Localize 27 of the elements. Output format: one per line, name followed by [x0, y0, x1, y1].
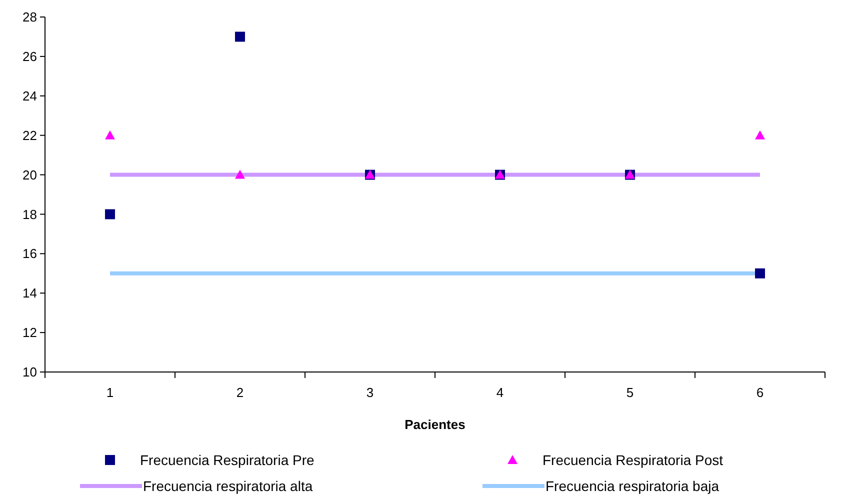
legend-label: Frecuencia Respiratoria Post — [542, 452, 724, 468]
y-tick-label: 28 — [22, 10, 37, 25]
x-tick-label: 6 — [756, 385, 764, 400]
point — [235, 170, 245, 179]
x-tick-label: 5 — [626, 385, 634, 400]
x-tick-label: 2 — [236, 385, 244, 400]
legend-label: Frecuencia Respiratoria Pre — [140, 452, 315, 468]
x-axis-title: Pacientes — [404, 417, 466, 432]
y-tick-label: 20 — [22, 167, 37, 182]
y-tick-label: 10 — [22, 364, 37, 380]
x-tick-label: 1 — [106, 385, 114, 400]
point — [105, 209, 115, 220]
point — [235, 32, 245, 42]
y-tick-label: 14 — [22, 286, 37, 301]
point — [755, 268, 765, 278]
x-tick-label: 4 — [496, 385, 504, 400]
point — [105, 130, 115, 140]
y-tick-label: 26 — [22, 48, 37, 64]
point — [755, 130, 765, 140]
y-tick-label: 22 — [22, 128, 37, 143]
legend-label: Frecuencia respiratoria alta — [143, 478, 313, 494]
legend-label: Frecuencia respiratoria baja — [546, 478, 720, 494]
y-tick-label: 12 — [22, 325, 37, 340]
y-tick-label: 24 — [22, 88, 37, 104]
y-tick-label: 16 — [22, 246, 37, 262]
y-tick-label: 18 — [22, 206, 37, 222]
x-tick-label: 3 — [366, 385, 374, 400]
